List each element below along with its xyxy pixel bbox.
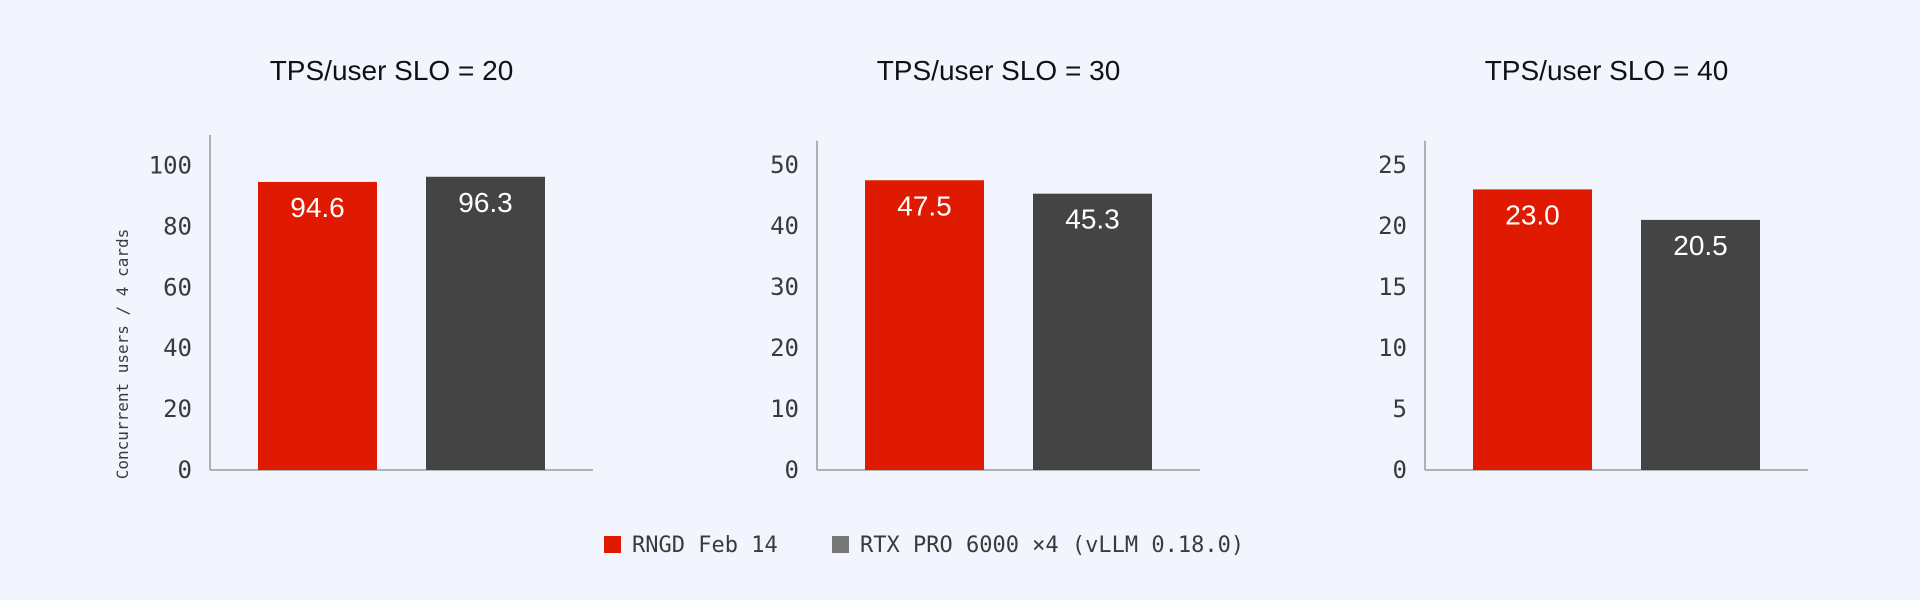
y-tick-label: 50	[770, 151, 799, 179]
legend-label: RNGD Feb 14	[632, 533, 778, 558]
y-tick-label: 10	[1378, 334, 1407, 362]
legend-swatch	[604, 536, 621, 553]
bar-rngd	[865, 180, 984, 470]
bar-value-label: 94.6	[290, 192, 345, 223]
y-tick-label: 100	[149, 152, 192, 180]
bar-rtx-pro-6000	[1033, 193, 1152, 471]
bar-value-label: 23.0	[1505, 199, 1560, 230]
bar-rngd	[1473, 189, 1592, 470]
chart-panel-2: TPS/user SLO = 30 0 10 20 30 40 50 47.5 45.3	[770, 55, 1200, 484]
panel-title: TPS/user SLO = 20	[270, 55, 514, 86]
y-tick-label: 0	[1393, 456, 1407, 484]
legend-item-1: RNGD Feb 14	[604, 533, 778, 558]
bar-rngd	[258, 181, 377, 470]
bar-value-label: 96.3	[458, 187, 513, 218]
y-tick-label: 0	[178, 456, 192, 484]
legend-swatch	[832, 536, 849, 553]
y-tick-label: 20	[770, 334, 799, 362]
panel-title: TPS/user SLO = 30	[877, 55, 1121, 86]
y-axis-label: Concurrent users / 4 cards	[113, 229, 132, 479]
legend: RNGD Feb 14 RTX PRO 6000 ×4 (vLLM 0.18.0)	[604, 533, 1244, 558]
y-tick-label: 20	[163, 395, 192, 423]
panel-title: TPS/user SLO = 40	[1485, 55, 1729, 86]
legend-item-2: RTX PRO 6000 ×4 (vLLM 0.18.0)	[832, 533, 1244, 558]
y-tick-label: 30	[770, 273, 799, 301]
chart-panel-3: TPS/user SLO = 40 0 5 10 15 20 25 23.0 20.5	[1378, 55, 1808, 484]
bar-value-label: 47.5	[897, 190, 952, 221]
y-tick-label: 25	[1378, 151, 1407, 179]
y-tick-label: 60	[163, 273, 192, 301]
bar-value-label: 45.3	[1065, 204, 1120, 235]
y-tick-label: 15	[1378, 273, 1407, 301]
legend-label: RTX PRO 6000 ×4 (vLLM 0.18.0)	[860, 533, 1244, 558]
y-tick-label: 40	[163, 334, 192, 362]
chart-panel-1: TPS/user SLO = 20 0 20 40 60 80 100 94.6 96.3	[149, 55, 593, 484]
bar-value-label: 20.5	[1673, 230, 1728, 261]
bar-rtx-pro-6000	[426, 176, 545, 471]
y-tick-label: 80	[163, 212, 192, 240]
y-tick-label: 5	[1393, 395, 1407, 423]
bar-rtx-pro-6000	[1641, 219, 1760, 470]
y-tick-label: 10	[770, 395, 799, 423]
y-tick-label: 40	[770, 212, 799, 240]
y-tick-label: 0	[785, 456, 799, 484]
y-tick-label: 20	[1378, 212, 1407, 240]
